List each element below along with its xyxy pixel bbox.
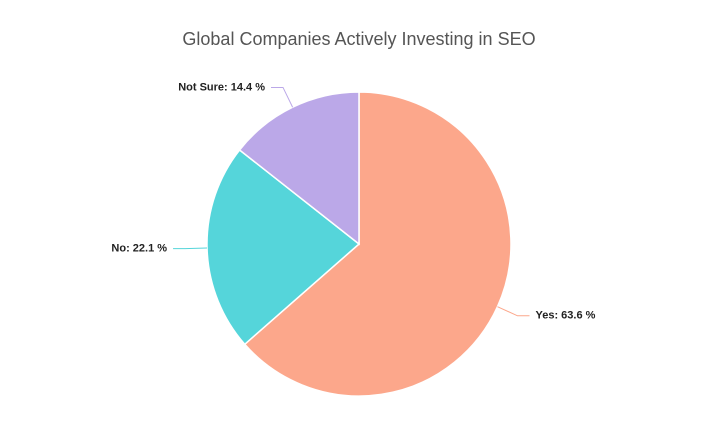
data-label: Yes: 63.6 % [536, 310, 596, 322]
chart-title: Global Companies Actively Investing in S… [182, 29, 535, 49]
pie-slice [243, 91, 512, 397]
pie-slice [206, 148, 361, 346]
leader-line [271, 86, 294, 108]
data-label: Not Sure: 14.4 % [178, 81, 265, 93]
leader-line [497, 306, 530, 317]
data-label: No: 22.1 % [111, 243, 167, 255]
leader-line [173, 247, 208, 250]
